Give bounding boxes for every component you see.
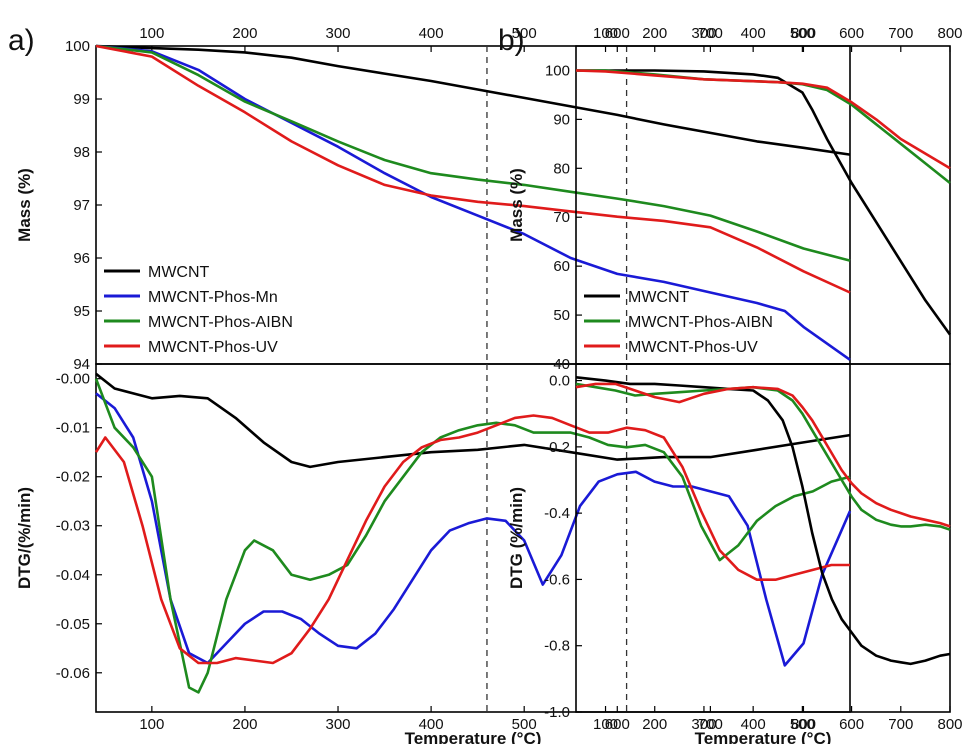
y-tick-label: 50 — [553, 307, 570, 324]
series-line-mwcnt — [575, 376, 951, 666]
y-axis-title: DTG/(%/min) — [15, 487, 34, 589]
legend-label-mwcnt-phos-uv: MWCNT-Phos-UV — [148, 339, 278, 356]
legend-label-mwcnt-phos-aibn: MWCNT-Phos-AIBN — [148, 314, 293, 331]
y-tick-label: 100 — [65, 38, 90, 55]
y-tick-label: 60 — [553, 258, 570, 275]
legend-label-mwcnt: MWCNT — [148, 264, 210, 281]
x-tick-label-top: 400 — [419, 25, 444, 42]
series-line-mwcnt — [95, 372, 851, 469]
x-tick-label-top: 300 — [326, 25, 351, 42]
y-tick-label: 97 — [73, 197, 90, 214]
y-tick-label: 95 — [73, 303, 90, 320]
y-tick-label: 80 — [553, 160, 570, 177]
panel-b-label: b) — [498, 24, 525, 57]
x-tick-label-top: 800 — [937, 25, 962, 42]
x-tick-label: 600 — [839, 716, 864, 733]
x-tick-label: 600 — [605, 716, 630, 733]
x-tick-label: 300 — [691, 716, 716, 733]
x-tick-label: 800 — [791, 716, 816, 733]
plot-frame-a-bottom — [95, 363, 851, 713]
series-line-mwcnt-phos-uv — [575, 382, 951, 528]
x-tick-label-top: 500 — [790, 25, 815, 42]
x-tick-label-top: 800 — [791, 25, 816, 42]
x-tick-label-top: 600 — [605, 25, 630, 42]
series-line-mwcnt-phos-mn — [95, 392, 852, 667]
legend-label-mwcnt-phos-mn: MWCNT-Phos-Mn — [148, 289, 278, 306]
series-line-mwcnt-phos-aibn — [576, 69, 951, 185]
series-line-mwcnt-phos-aibn — [94, 378, 851, 694]
x-tick-label: 200 — [642, 716, 667, 733]
subplot-a-top: 100 200 300 400 500 600 700 800 94 95 96 97 98 99 100 M… — [15, 25, 851, 373]
series-line-mwcnt-phos-mn — [95, 44, 851, 361]
y-tick-label: 40 — [553, 356, 570, 373]
y-tick-label: -0.00 — [56, 371, 90, 388]
y-tick-label: -0.03 — [56, 518, 90, 535]
plot-frame-b-bottom — [575, 363, 951, 713]
y-tick-label: 100 — [545, 62, 570, 79]
x-tick-label: 500 — [790, 716, 815, 733]
x-tick-label-top: 200 — [232, 25, 257, 42]
y-tick-label: -0.4 — [544, 505, 570, 522]
series-line-mwcnt — [95, 44, 851, 156]
legend-label-mwcnt-phos-uv: MWCNT-Phos-UV — [628, 339, 758, 356]
x-tick-label-top: 700 — [888, 25, 913, 42]
x-tick-label-top: 700 — [698, 25, 723, 42]
x-tick-label-top: 600 — [839, 25, 864, 42]
x-axis-title: Temperature (°C) — [405, 729, 542, 744]
x-tick-label-top: 400 — [741, 25, 766, 42]
legend-label-mwcnt: MWCNT — [628, 289, 690, 306]
x-tick-label-top: 300 — [691, 25, 716, 42]
y-tick-label: -1.0 — [544, 704, 570, 721]
y-tick-label: -0.6 — [544, 571, 570, 588]
y-tick-label: -0.06 — [56, 665, 90, 682]
x-tick-label-top: 100 — [593, 25, 618, 42]
x-tick-label: 500 — [512, 716, 537, 733]
series-line-mwcnt — [576, 69, 952, 336]
x-tick-label: 400 — [419, 716, 444, 733]
series-line-mwcnt-phos-aibn — [575, 382, 951, 531]
y-tick-label: -0.02 — [56, 469, 90, 486]
y-tick-label: -0.04 — [56, 567, 90, 584]
y-tick-label: 94 — [73, 356, 90, 373]
series-line-mwcnt-phos-uv — [95, 44, 851, 294]
x-tick-label-top: 500 — [512, 25, 537, 42]
y-tick-label: -0.01 — [56, 420, 90, 437]
x-tick-label: 400 — [741, 716, 766, 733]
subplot-b-top: 100 200 300 400 500 600 700 800 40 50 60 70 80 90 100 M… — [507, 25, 963, 373]
panel-a-label: a) — [8, 24, 35, 57]
y-tick-label: -0.2 — [544, 439, 570, 456]
legend-label-mwcnt-phos-aibn: MWCNT-Phos-AIBN — [628, 314, 773, 331]
x-tick-label-top: 100 — [139, 25, 164, 42]
x-tick-label: 800 — [937, 716, 962, 733]
y-tick-label: 90 — [553, 111, 570, 128]
y-tick-label: 99 — [73, 91, 90, 108]
x-tick-label: 200 — [232, 716, 257, 733]
y-axis-title: Mass (%) — [15, 168, 34, 242]
y-axis-title: Mass (%) — [507, 168, 526, 242]
y-tick-label: 96 — [73, 250, 90, 267]
y-tick-label: -0.8 — [544, 638, 570, 655]
x-tick-label: 700 — [698, 716, 723, 733]
x-tick-label: 300 — [326, 716, 351, 733]
x-axis-title: Temperature (°C) — [695, 729, 832, 744]
x-tick-label: 700 — [888, 716, 913, 733]
x-tick-label-top: 200 — [642, 25, 667, 42]
y-tick-label: 98 — [73, 144, 90, 161]
y-tick-label: -0.05 — [56, 616, 90, 633]
series-line-mwcnt-phos-uv — [94, 414, 850, 665]
x-tick-label: 100 — [139, 716, 164, 733]
y-tick-label: 70 — [553, 209, 570, 226]
series-line-mwcnt-phos-aibn — [95, 44, 851, 262]
y-tick-label: 0.0 — [549, 373, 570, 390]
series-line-mwcnt-phos-uv — [575, 69, 951, 170]
y-axis-title: DTG (%/min) — [507, 487, 526, 589]
x-tick-label: 100 — [593, 716, 618, 733]
